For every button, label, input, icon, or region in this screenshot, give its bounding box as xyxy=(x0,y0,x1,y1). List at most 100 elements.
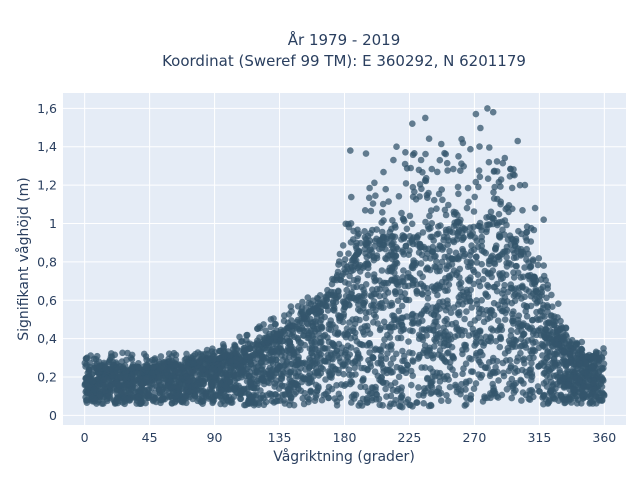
scatter-point xyxy=(487,270,494,277)
scatter-point xyxy=(335,390,343,398)
scatter-point xyxy=(543,365,551,373)
scatter-point xyxy=(484,281,491,289)
scatter-point xyxy=(191,370,199,377)
scatter-point xyxy=(424,289,432,297)
scatter-point xyxy=(476,143,483,150)
scatter-point xyxy=(486,144,493,151)
scatter-point xyxy=(216,355,223,362)
scatter-point xyxy=(385,198,392,205)
scatter-point xyxy=(490,354,497,362)
scatter-point xyxy=(571,374,578,381)
scatter-point xyxy=(454,332,462,339)
scatter-point xyxy=(362,309,370,316)
scatter-point xyxy=(372,276,380,284)
scatter-point xyxy=(577,385,584,393)
scatter-point xyxy=(533,308,540,316)
scatter-point xyxy=(446,275,454,282)
scatter-point xyxy=(445,262,453,270)
scatter-point xyxy=(497,176,505,183)
scatter-point xyxy=(521,181,529,189)
scatter-point xyxy=(466,224,474,231)
scatter-point xyxy=(419,229,427,236)
scatter-point xyxy=(480,248,488,255)
scatter-point xyxy=(512,387,519,394)
scatter-point xyxy=(450,222,458,230)
scatter-point xyxy=(495,210,503,218)
scatter-point xyxy=(598,383,606,391)
scatter-point xyxy=(501,154,509,162)
scatter-point xyxy=(406,233,414,240)
x-tick-label: 180 xyxy=(333,430,357,445)
scatter-point xyxy=(588,364,596,372)
scatter-point xyxy=(362,281,370,288)
scatter-point xyxy=(82,355,90,362)
scatter-point xyxy=(260,377,267,384)
scatter-point xyxy=(494,195,501,203)
scatter-point xyxy=(522,308,529,315)
scatter-point xyxy=(241,344,248,352)
scatter-point xyxy=(421,177,429,184)
scatter-point xyxy=(181,356,189,364)
scatter-point xyxy=(501,350,509,357)
scatter-point xyxy=(342,220,350,228)
scatter-point xyxy=(401,357,408,365)
scatter-point xyxy=(339,242,347,249)
scatter-point xyxy=(360,331,368,338)
scatter-point xyxy=(542,320,550,327)
scatter-point xyxy=(435,223,442,230)
scatter-point xyxy=(428,283,436,291)
scatter-point xyxy=(521,264,528,271)
scatter-point xyxy=(382,245,389,253)
scatter-point xyxy=(439,246,446,253)
scatter-point xyxy=(422,114,429,122)
scatter-point xyxy=(553,348,561,356)
scatter-point xyxy=(419,291,426,298)
scatter-point xyxy=(490,369,497,376)
scatter-point xyxy=(332,324,339,331)
scatter-point xyxy=(578,391,585,398)
scatter-point xyxy=(521,339,528,346)
scatter-point xyxy=(244,398,252,406)
scatter-point xyxy=(485,158,493,166)
scatter-point xyxy=(445,397,452,405)
scatter-point xyxy=(146,358,153,365)
scatter-point xyxy=(413,281,421,288)
scatter-point xyxy=(341,256,349,263)
scatter-point xyxy=(434,291,441,299)
scatter-point xyxy=(348,371,356,379)
scatter-point xyxy=(369,200,377,207)
scatter-point xyxy=(358,364,365,372)
scatter-point xyxy=(523,313,531,320)
scatter-point xyxy=(210,367,218,375)
scatter-point xyxy=(424,194,431,201)
scatter-point xyxy=(424,352,431,360)
scatter-point xyxy=(527,292,535,300)
scatter-point xyxy=(509,205,516,213)
y-tick-label: 1,6 xyxy=(37,101,57,116)
scatter-point xyxy=(300,400,308,408)
scatter-point xyxy=(507,165,514,173)
scatter-point xyxy=(349,316,356,323)
scatter-point xyxy=(168,361,176,369)
scatter-point xyxy=(179,397,187,404)
scatter-point xyxy=(427,233,434,241)
scatter-point xyxy=(514,354,522,361)
scatter-point xyxy=(410,318,417,325)
scatter-points xyxy=(81,105,608,411)
scatter-point xyxy=(592,348,600,356)
scatter-point xyxy=(144,386,151,394)
scatter-point xyxy=(190,360,197,367)
scatter-point xyxy=(364,232,372,240)
scatter-point xyxy=(95,363,103,370)
y-tick-label: 1 xyxy=(49,216,57,231)
scatter-point xyxy=(474,222,482,230)
scatter-point xyxy=(460,235,467,242)
scatter-point xyxy=(348,289,355,296)
scatter-point xyxy=(493,242,500,249)
scatter-point xyxy=(318,323,325,331)
scatter-point xyxy=(361,228,368,235)
scatter-point xyxy=(468,368,475,375)
scatter-point xyxy=(335,330,342,337)
scatter-point xyxy=(336,250,344,258)
scatter-point xyxy=(406,212,414,220)
